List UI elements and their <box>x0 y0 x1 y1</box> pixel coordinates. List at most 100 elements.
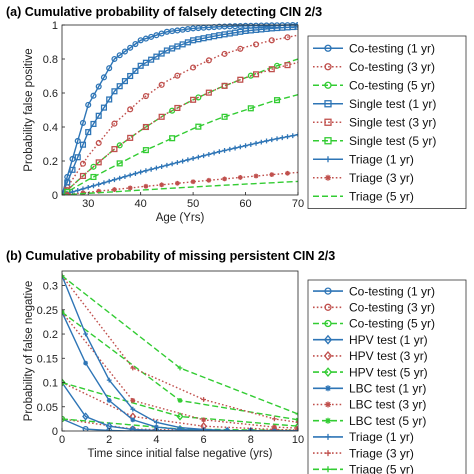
data-point <box>79 141 87 148</box>
legend-entry: Triage (5 yr) <box>349 463 414 474</box>
data-point <box>176 412 184 421</box>
data-point <box>174 160 180 165</box>
data-point <box>221 82 228 89</box>
data-point <box>222 148 227 153</box>
data-point <box>268 66 275 73</box>
x-tick-label: 8 <box>248 434 254 446</box>
legend-marker <box>325 401 331 408</box>
data-point <box>106 377 112 383</box>
data-point <box>273 97 281 104</box>
legend-marker <box>324 100 332 108</box>
data-point <box>169 161 175 167</box>
data-point <box>142 93 149 100</box>
data-point <box>62 378 66 387</box>
series-line <box>62 34 298 195</box>
chart-title: (a) Cumulative probability of falsely de… <box>6 5 322 19</box>
data-point <box>221 50 228 57</box>
data-point <box>279 135 285 141</box>
data-point <box>111 55 118 63</box>
data-point <box>96 181 102 187</box>
data-point <box>83 331 88 337</box>
legend-marker <box>323 350 333 361</box>
data-point <box>252 41 260 48</box>
data-point <box>237 45 244 52</box>
data-point <box>174 104 181 112</box>
data-point <box>201 417 206 423</box>
legend-marker <box>325 385 331 392</box>
data-point <box>80 190 86 195</box>
data-point <box>129 427 136 431</box>
data-point <box>247 105 254 112</box>
data-point <box>90 173 97 181</box>
series-group <box>62 273 298 431</box>
data-point <box>177 365 183 371</box>
x-tick-label: 6 <box>201 434 207 446</box>
data-point <box>96 188 102 194</box>
data-point <box>111 146 118 153</box>
data-point <box>129 425 137 431</box>
y-tick-label: 1 <box>52 20 58 32</box>
data-point <box>148 33 155 40</box>
data-point <box>130 365 136 371</box>
legend-marker <box>323 334 333 345</box>
data-point <box>106 178 112 184</box>
data-point <box>127 72 134 80</box>
data-point <box>106 398 112 403</box>
y-tick-label: 0.3 <box>43 281 58 293</box>
data-point <box>95 159 102 166</box>
y-tick-label: 0.6 <box>43 88 58 100</box>
data-point <box>232 145 238 151</box>
data-point <box>100 74 108 81</box>
legend-marker <box>324 137 332 145</box>
chart-title: (b) Cumulative probability of missing pe… <box>6 249 335 263</box>
legend-entry: Triage (5 yr) <box>349 189 414 203</box>
data-point <box>154 419 159 425</box>
legend-entry: LBC test (1 yr) <box>349 382 426 396</box>
data-point <box>90 120 97 127</box>
data-point <box>90 92 97 99</box>
legend-entry: Co-testing (3 yr) <box>349 301 435 315</box>
legend-box <box>307 279 467 474</box>
data-point <box>95 83 102 90</box>
data-point <box>201 397 206 402</box>
data-point <box>154 165 159 171</box>
x-axis-label: Age (Yrs) <box>156 212 205 224</box>
data-point <box>222 176 227 182</box>
data-point <box>130 406 136 412</box>
data-point <box>101 180 107 186</box>
data-point <box>185 157 191 163</box>
data-point <box>127 134 134 141</box>
data-point <box>258 139 264 145</box>
data-point <box>79 172 87 180</box>
y-tick-label: 0.25 <box>37 305 58 317</box>
data-point <box>82 412 90 421</box>
series-line <box>62 171 298 195</box>
data-point <box>137 62 144 69</box>
data-point <box>174 72 181 79</box>
legend-marker <box>325 417 331 424</box>
data-point <box>190 64 197 71</box>
data-point <box>272 424 277 430</box>
data-point <box>273 62 281 69</box>
data-point <box>121 78 128 85</box>
x-axis-label: Time since initial false negative (yrs) <box>88 448 273 460</box>
data-point <box>148 56 155 63</box>
data-point <box>79 160 87 167</box>
x-tick-label: 2 <box>106 434 112 446</box>
y-axis-label: Probability of false negative <box>23 281 35 422</box>
data-point <box>95 139 102 147</box>
data-point <box>122 174 128 180</box>
x-tick-label: 70 <box>292 198 304 210</box>
data-point <box>227 146 233 152</box>
data-point <box>127 185 133 191</box>
data-point <box>82 426 89 431</box>
data-point <box>132 67 139 74</box>
data-point <box>158 81 165 88</box>
data-point <box>127 172 133 178</box>
data-point <box>91 183 96 189</box>
data-point <box>75 188 81 193</box>
series-line <box>62 381 298 427</box>
y-tick-label: 0.4 <box>43 122 58 134</box>
data-point <box>111 88 118 95</box>
